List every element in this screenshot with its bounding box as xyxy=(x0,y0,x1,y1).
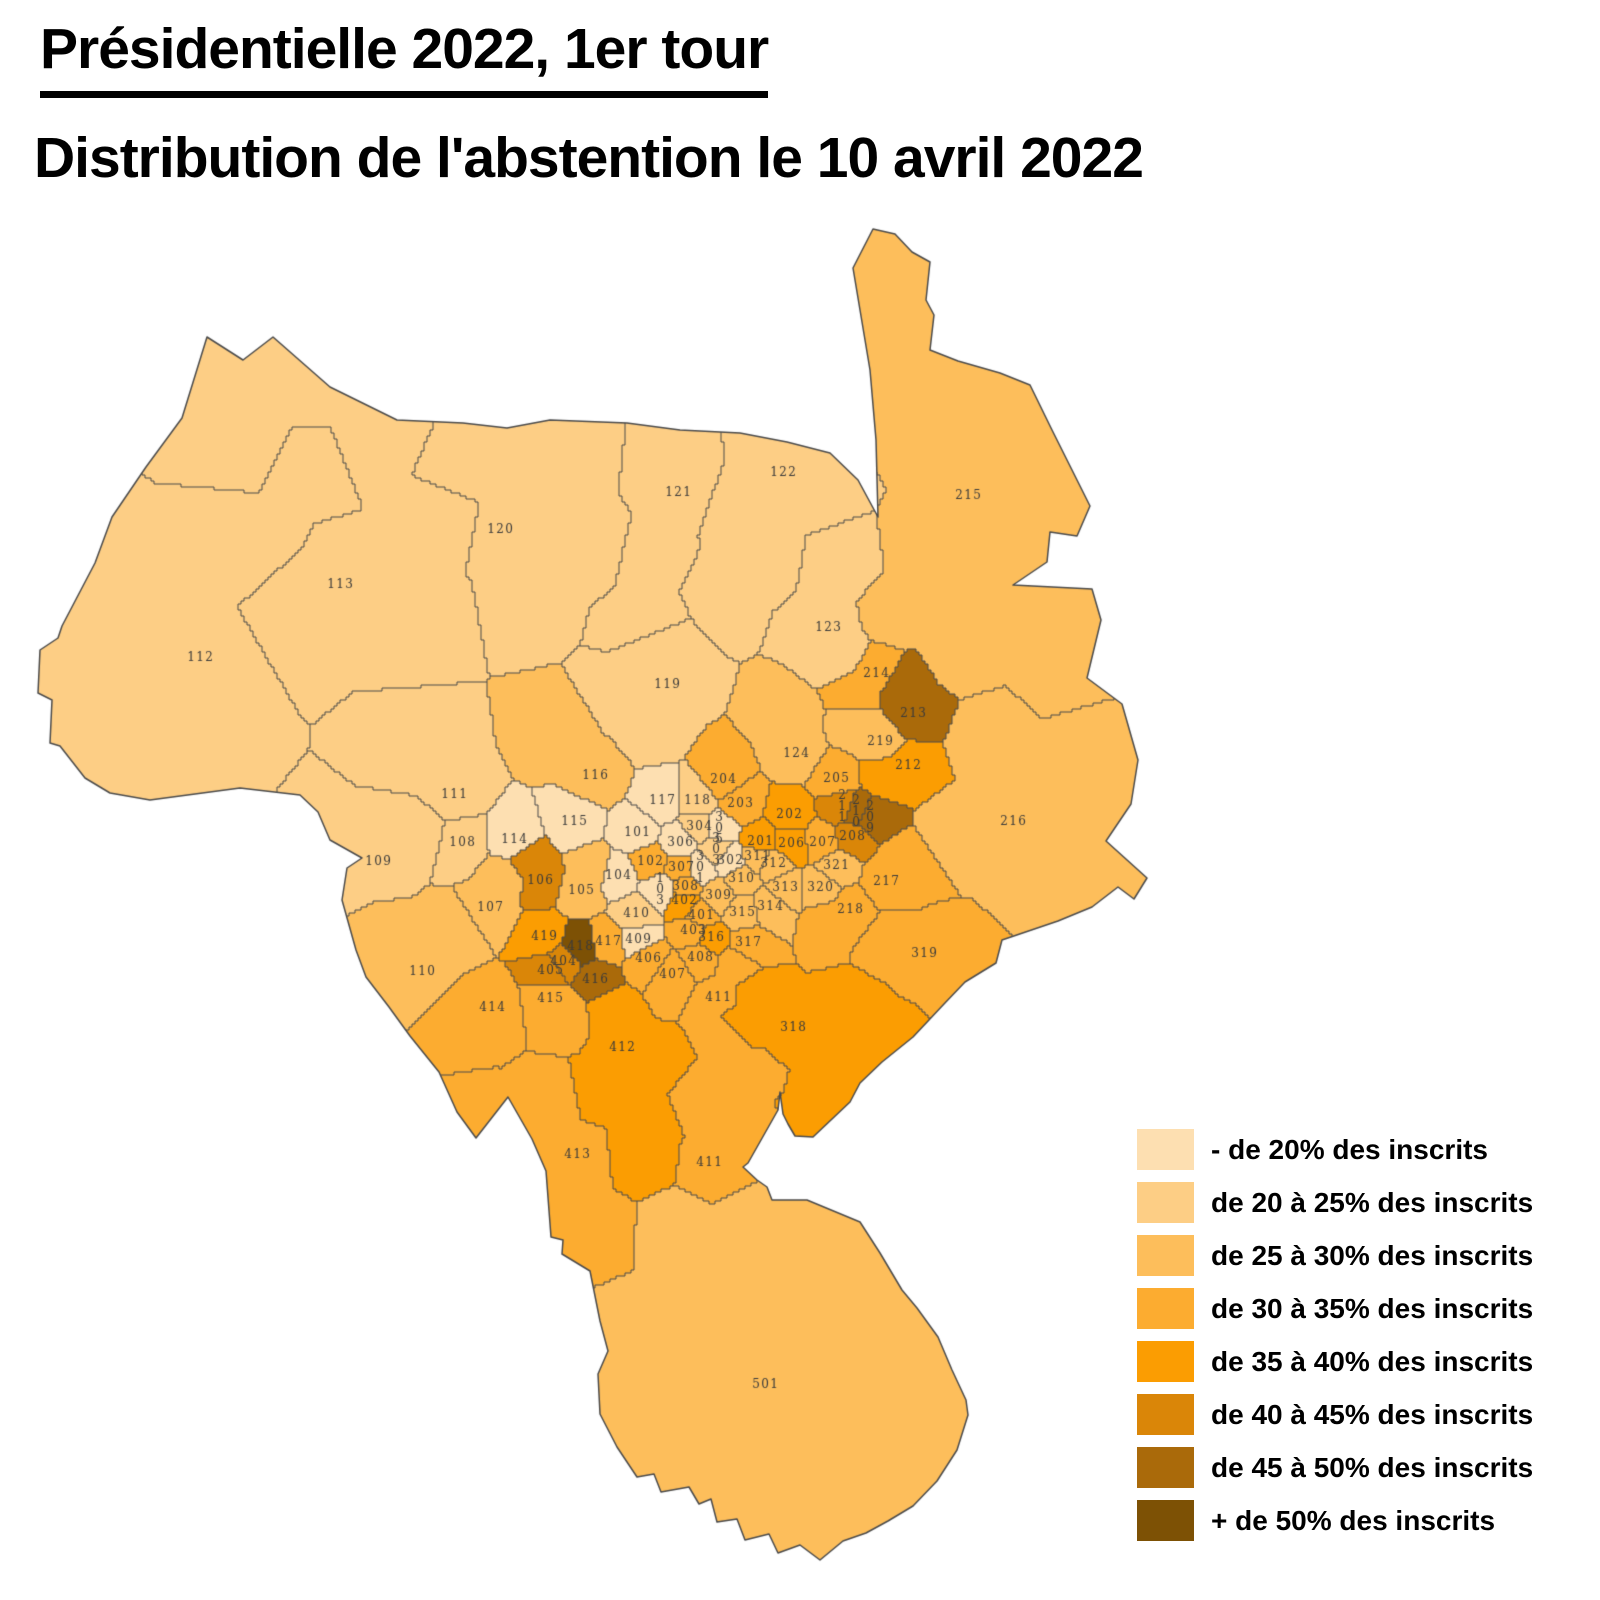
legend-swatch xyxy=(1137,1447,1194,1488)
legend-swatch xyxy=(1137,1235,1194,1276)
legend: - de 20% des inscrits de 20 à 25% des in… xyxy=(1137,1129,1533,1553)
title-block: Présidentielle 2022, 1er tour Distributi… xyxy=(34,16,1144,191)
legend-item: + de 50% des inscrits xyxy=(1137,1500,1533,1541)
legend-label: de 25 à 30% des inscrits xyxy=(1211,1239,1534,1271)
legend-swatch xyxy=(1137,1394,1194,1435)
legend-item: - de 20% des inscrits xyxy=(1137,1129,1533,1170)
legend-swatch xyxy=(1137,1341,1194,1382)
legend-item: de 40 à 45% des inscrits xyxy=(1137,1394,1533,1435)
legend-label: de 30 à 35% des inscrits xyxy=(1211,1292,1534,1324)
legend-item: de 20 à 25% des inscrits xyxy=(1137,1182,1533,1223)
legend-label: + de 50% des inscrits xyxy=(1211,1504,1496,1536)
page-subtitle: Distribution de l'abstention le 10 avril… xyxy=(34,126,1144,190)
legend-swatch xyxy=(1137,1288,1194,1329)
legend-label: de 40 à 45% des inscrits xyxy=(1211,1398,1534,1430)
legend-swatch xyxy=(1137,1182,1194,1223)
legend-item: de 25 à 30% des inscrits xyxy=(1137,1235,1533,1276)
legend-item: de 35 à 40% des inscrits xyxy=(1137,1341,1533,1382)
page-title: Présidentielle 2022, 1er tour xyxy=(40,16,769,98)
legend-label: de 45 à 50% des inscrits xyxy=(1211,1451,1534,1483)
legend-label: de 35 à 40% des inscrits xyxy=(1211,1345,1534,1377)
legend-swatch xyxy=(1137,1500,1194,1541)
legend-item: de 45 à 50% des inscrits xyxy=(1137,1447,1533,1488)
legend-swatch xyxy=(1137,1129,1194,1170)
legend-label: de 20 à 25% des inscrits xyxy=(1211,1186,1534,1218)
legend-item: de 30 à 35% des inscrits xyxy=(1137,1288,1533,1329)
legend-label: - de 20% des inscrits xyxy=(1211,1133,1489,1165)
